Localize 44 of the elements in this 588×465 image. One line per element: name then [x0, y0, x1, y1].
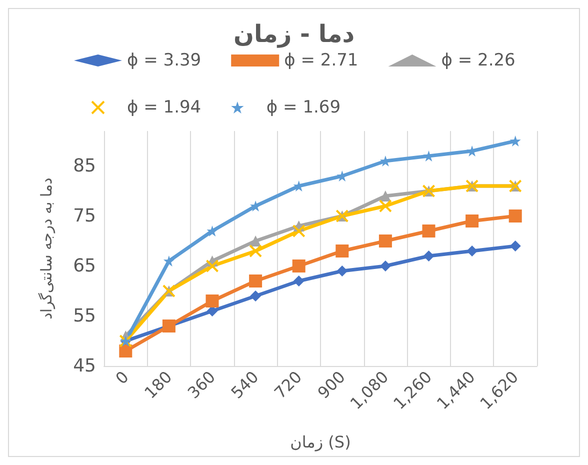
point: [510, 136, 521, 146]
point: [423, 250, 434, 262]
point: [249, 274, 262, 288]
y-axis-title: دما به درجه سانتی‌گراد: [38, 178, 56, 320]
x-tick-label: 0: [112, 367, 132, 388]
legend-label: ϕ = 2.26: [441, 50, 516, 70]
point: [380, 260, 391, 272]
point: [249, 244, 262, 258]
point: [119, 344, 132, 358]
point: [422, 224, 436, 238]
y-tick-label: 75: [73, 206, 96, 226]
point: [206, 260, 219, 272]
x-tick-label: 180: [140, 367, 176, 402]
y-tick-label: 85: [73, 156, 96, 176]
y-tick-label: 45: [73, 356, 96, 376]
point: [466, 246, 478, 256]
point: [508, 210, 522, 222]
x-tick-label: 360: [184, 367, 219, 402]
legend-label: ϕ = 1.94: [127, 98, 202, 118]
point: [378, 200, 392, 212]
legend-label: ϕ = 2.71: [284, 50, 358, 70]
chart-title: دما - زمان: [233, 20, 355, 48]
point: [292, 224, 306, 238]
x-tick-label: 540: [227, 367, 262, 402]
point: [250, 290, 262, 302]
point: [293, 276, 304, 286]
legend-label: ϕ = 1.69: [266, 98, 341, 118]
point: [250, 236, 262, 246]
point: [378, 234, 392, 248]
point: [206, 226, 218, 236]
point: [206, 294, 219, 308]
x-axis-title: زمان (S): [290, 432, 351, 452]
point: [336, 266, 348, 276]
point: [510, 240, 521, 252]
point: [292, 260, 306, 272]
legend-label: ϕ = 3.39: [127, 50, 202, 70]
point: [336, 244, 349, 258]
point: [466, 214, 479, 228]
x-tick-label: 720: [270, 367, 306, 402]
x-tick-label: 900: [314, 367, 349, 402]
y-tick-label: 55: [73, 306, 96, 326]
point: [380, 190, 391, 202]
y-tick-label: 65: [73, 256, 96, 276]
point: [163, 256, 174, 266]
